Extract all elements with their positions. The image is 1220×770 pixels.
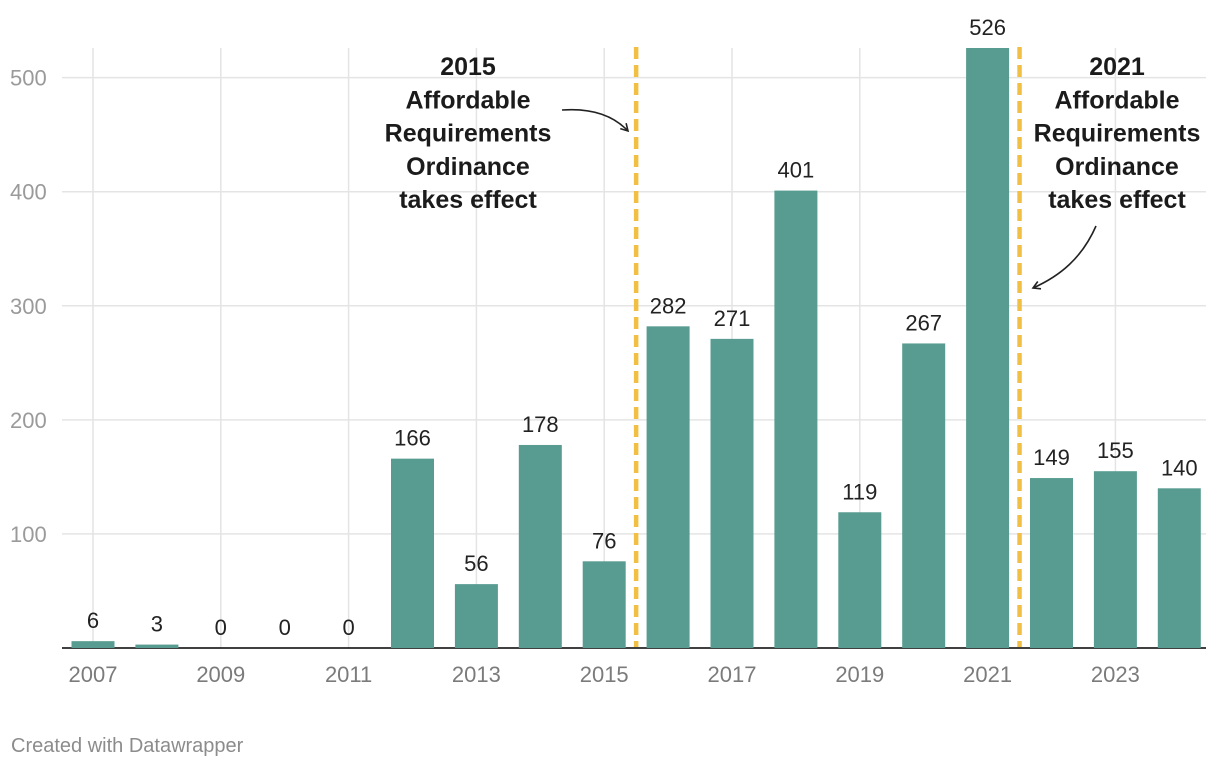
value-label-2014: 178 bbox=[522, 412, 559, 437]
annotation-arrow-2015 bbox=[561, 108, 630, 133]
bar-2020 bbox=[902, 343, 946, 648]
bar-2008 bbox=[135, 644, 179, 648]
bar-2016 bbox=[646, 326, 690, 648]
annotation-line: Requirements bbox=[385, 120, 552, 148]
annotation-line: Requirements bbox=[1034, 120, 1201, 148]
annotation-line: 2015 bbox=[440, 53, 496, 81]
annotation-line: takes effect bbox=[399, 186, 537, 214]
x-tick-label-2013: 2013 bbox=[452, 662, 501, 687]
bar-2014 bbox=[518, 444, 562, 648]
value-label-2009: 0 bbox=[215, 615, 227, 640]
x-tick-label-2009: 2009 bbox=[196, 662, 245, 687]
value-label-2012: 166 bbox=[394, 426, 431, 451]
y-tick-label-400: 400 bbox=[10, 180, 47, 205]
value-label-2017: 271 bbox=[714, 306, 751, 331]
value-label-2010: 0 bbox=[279, 615, 291, 640]
value-label-2015: 76 bbox=[592, 528, 616, 553]
bar-2012 bbox=[391, 458, 434, 648]
bar-2019 bbox=[838, 512, 882, 648]
bar-2007 bbox=[71, 641, 115, 648]
value-label-2016: 282 bbox=[650, 293, 687, 318]
bar-2022 bbox=[1030, 478, 1073, 648]
x-tick-label-2021: 2021 bbox=[963, 662, 1012, 687]
y-tick-label-300: 300 bbox=[10, 294, 47, 319]
x-tick-label-2007: 2007 bbox=[69, 662, 118, 687]
annotation-line: Ordinance bbox=[406, 153, 530, 181]
annotation-line: takes effect bbox=[1048, 186, 1186, 214]
credit-text: Created with Datawrapper bbox=[11, 735, 244, 757]
bar-2023 bbox=[1093, 471, 1137, 648]
x-tick-label-2017: 2017 bbox=[708, 662, 757, 687]
annotation-line: Affordable bbox=[406, 86, 531, 114]
value-label-2013: 56 bbox=[464, 551, 488, 576]
annotation-line: Affordable bbox=[1055, 86, 1180, 114]
bar-2013 bbox=[454, 584, 498, 648]
bar-2018 bbox=[774, 190, 818, 648]
value-label-2018: 401 bbox=[778, 158, 815, 183]
bar-2015 bbox=[582, 561, 626, 648]
y-tick-label-100: 100 bbox=[10, 522, 47, 547]
annotation-line: Ordinance bbox=[1055, 153, 1179, 181]
x-tick-label-2015: 2015 bbox=[580, 662, 629, 687]
annotation-2021: 2021 Affordable Requirements Ordinance takes… bbox=[1034, 53, 1201, 214]
bar-2024 bbox=[1157, 488, 1201, 648]
value-label-2011: 0 bbox=[342, 615, 354, 640]
bar-2021 bbox=[966, 48, 1010, 648]
x-tick-label-2019: 2019 bbox=[835, 662, 884, 687]
y-tick-label-500: 500 bbox=[10, 66, 47, 91]
value-label-2019: 119 bbox=[842, 479, 877, 504]
annotation-arrow-2021 bbox=[1031, 225, 1097, 290]
value-label-2024: 140 bbox=[1161, 455, 1198, 480]
value-label-2023: 155 bbox=[1097, 438, 1134, 463]
annotation-line: 2021 bbox=[1089, 53, 1145, 81]
value-label-2021: 526 bbox=[969, 15, 1006, 40]
y-tick-label-200: 200 bbox=[10, 408, 47, 433]
annotation-2015: 2015 Affordable Requirements Ordinance takes… bbox=[385, 53, 552, 214]
bar-2017 bbox=[710, 338, 754, 648]
value-label-2022: 149 bbox=[1033, 445, 1070, 470]
value-label-2007: 6 bbox=[87, 608, 99, 633]
value-label-2008: 3 bbox=[151, 612, 163, 637]
x-tick-label-2023: 2023 bbox=[1091, 662, 1140, 687]
value-label-2020: 267 bbox=[905, 310, 942, 335]
x-tick-label-2011: 2011 bbox=[325, 662, 372, 687]
